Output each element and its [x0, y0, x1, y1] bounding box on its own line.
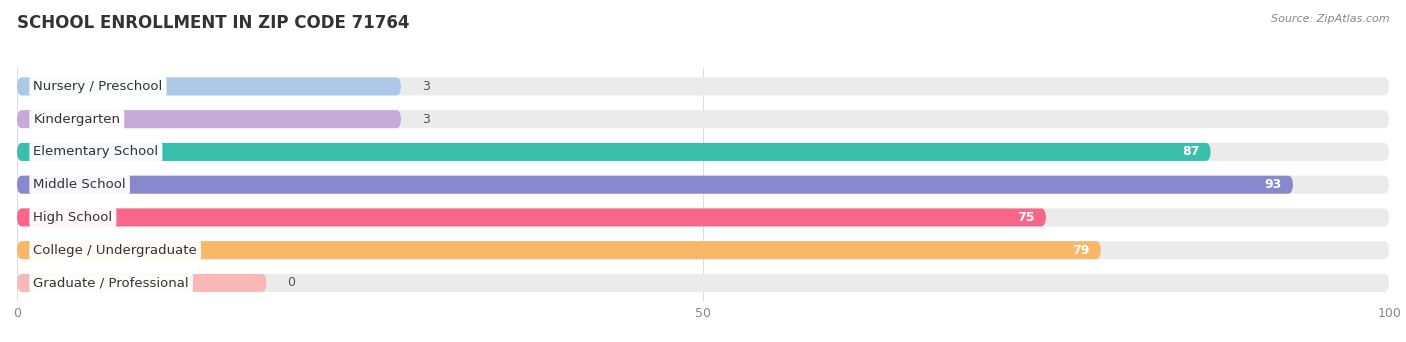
FancyBboxPatch shape — [17, 143, 1211, 161]
FancyBboxPatch shape — [17, 77, 401, 95]
FancyBboxPatch shape — [17, 176, 1294, 194]
Text: Nursery / Preschool: Nursery / Preschool — [34, 80, 163, 93]
FancyBboxPatch shape — [17, 110, 401, 128]
Text: Middle School: Middle School — [34, 178, 127, 191]
FancyBboxPatch shape — [17, 208, 1389, 226]
FancyBboxPatch shape — [17, 110, 1389, 128]
Text: Graduate / Professional: Graduate / Professional — [34, 276, 188, 289]
Text: 87: 87 — [1182, 145, 1199, 158]
Text: Kindergarten: Kindergarten — [34, 113, 121, 126]
FancyBboxPatch shape — [17, 274, 1389, 292]
Text: 75: 75 — [1018, 211, 1035, 224]
Text: Elementary School: Elementary School — [34, 145, 159, 158]
FancyBboxPatch shape — [17, 274, 267, 292]
Text: College / Undergraduate: College / Undergraduate — [34, 244, 197, 257]
FancyBboxPatch shape — [17, 208, 1046, 226]
FancyBboxPatch shape — [17, 241, 1101, 259]
Text: 3: 3 — [422, 113, 430, 126]
Text: High School: High School — [34, 211, 112, 224]
Text: 0: 0 — [287, 276, 295, 289]
Text: SCHOOL ENROLLMENT IN ZIP CODE 71764: SCHOOL ENROLLMENT IN ZIP CODE 71764 — [17, 14, 409, 32]
FancyBboxPatch shape — [17, 176, 1389, 194]
FancyBboxPatch shape — [17, 77, 1389, 95]
Text: 79: 79 — [1073, 244, 1090, 257]
FancyBboxPatch shape — [17, 143, 1389, 161]
Text: 93: 93 — [1265, 178, 1282, 191]
Text: Source: ZipAtlas.com: Source: ZipAtlas.com — [1271, 14, 1389, 24]
FancyBboxPatch shape — [17, 241, 1389, 259]
Text: 3: 3 — [422, 80, 430, 93]
